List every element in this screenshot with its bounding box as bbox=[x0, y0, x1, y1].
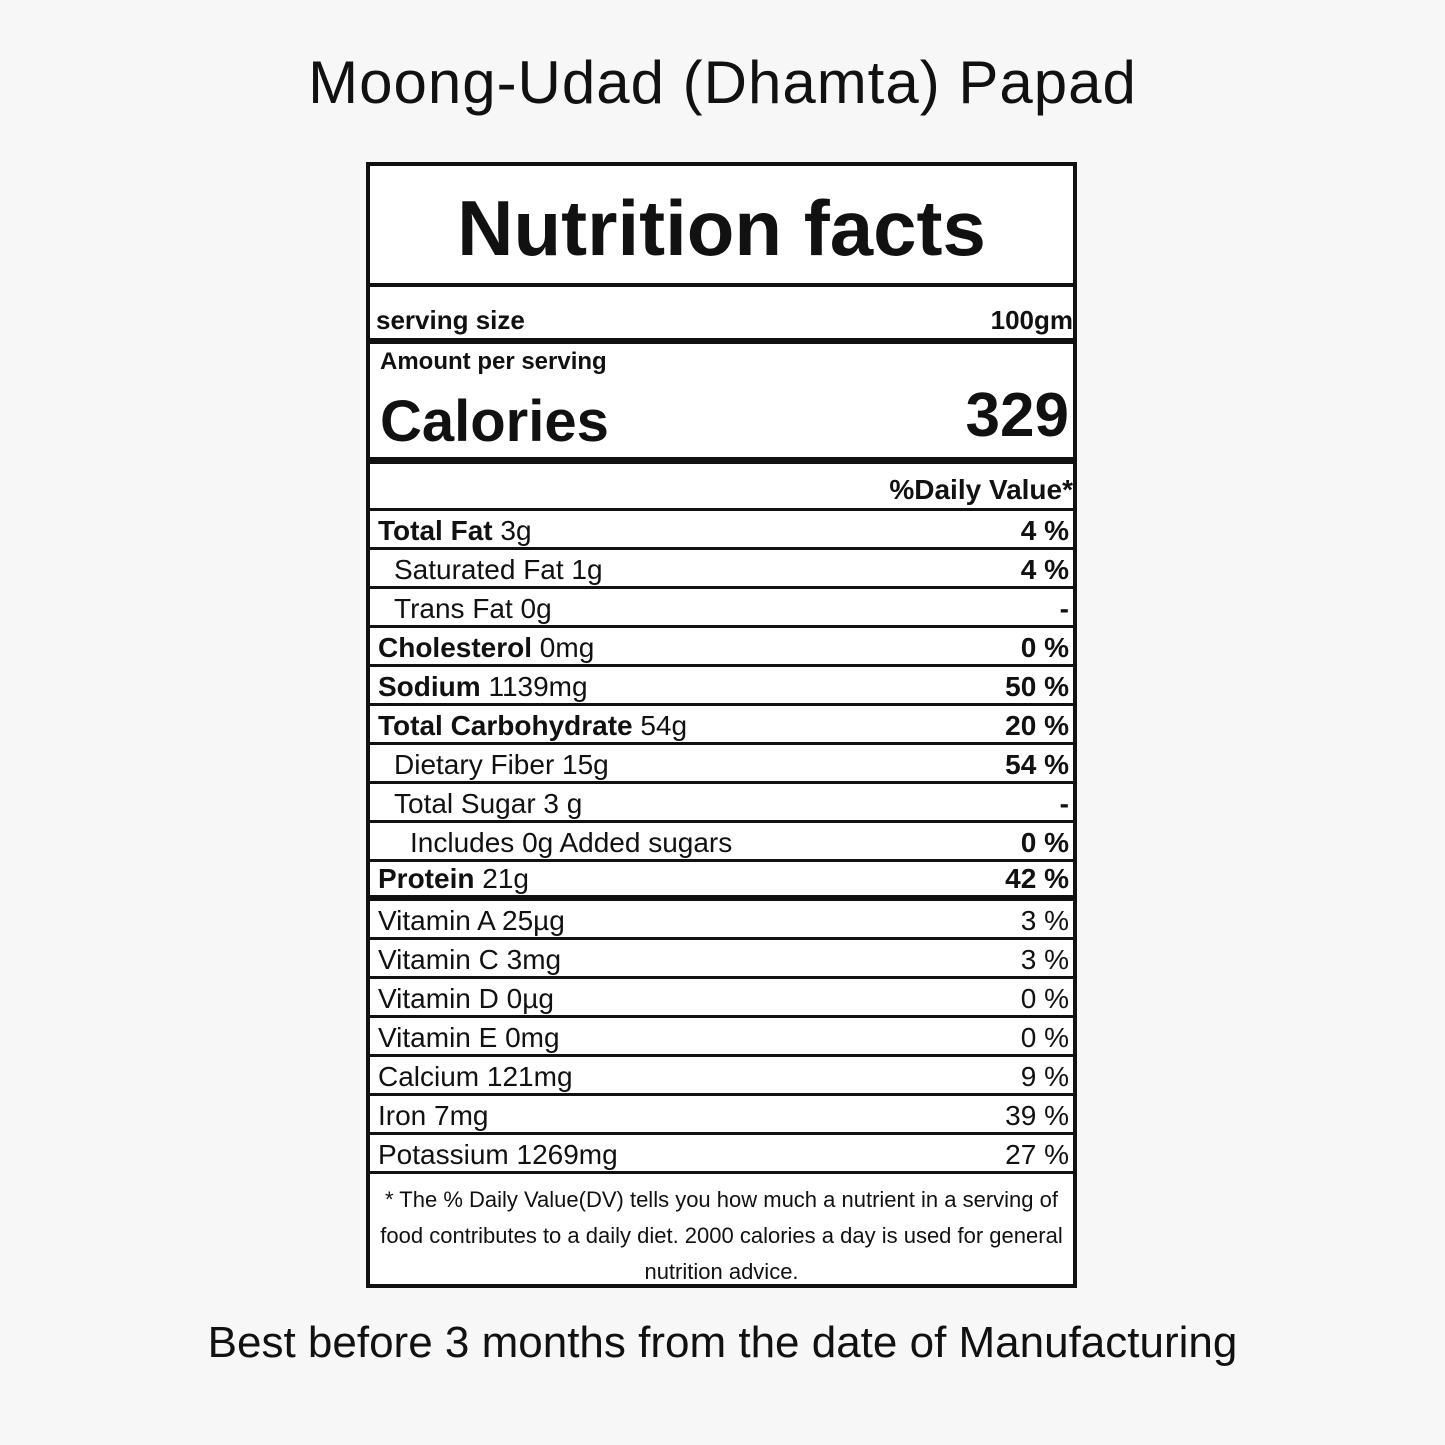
footnote: * The % Daily Value(DV) tells you how mu… bbox=[380, 1187, 1063, 1284]
daily-value-percent: 4 % bbox=[1020, 515, 1069, 546]
nutrient-row: Saturated Fat 1g 4 % bbox=[370, 550, 1073, 589]
daily-value-percent: 4 % bbox=[1020, 554, 1069, 585]
nutrient-amount: Vitamin A 25µg bbox=[378, 905, 565, 936]
nutrient-row: Trans Fat 0g - bbox=[370, 589, 1073, 628]
nutrient-row: Cholesterol 0mg 0 % bbox=[370, 628, 1073, 667]
nutrient-row: Total Carbohydrate 54g 20 % bbox=[370, 706, 1073, 745]
calories-section: Amount per serving Calories 329 bbox=[370, 344, 1073, 464]
nutrient-row: Vitamin A 25µg 3 % bbox=[370, 901, 1073, 940]
nutrient-rows: Total Fat 3g 4 % Saturated Fat 1g 4 % Trans … bbox=[370, 511, 1073, 1174]
daily-value-percent: 54 % bbox=[1005, 749, 1069, 780]
nutrition-facts-label: Nutrition facts serving size 100gm Amoun… bbox=[366, 162, 1077, 1288]
nutrient-row: Total Fat 3g 4 % bbox=[370, 511, 1073, 550]
nutrient-amount: Potassium 1269mg bbox=[378, 1139, 618, 1170]
daily-value-percent: 0 % bbox=[1020, 983, 1069, 1014]
nutrient-row: Dietary Fiber 15g 54 % bbox=[370, 745, 1073, 784]
nutrient-name: Total Fat 3g bbox=[378, 515, 532, 547]
calories-label: Calories bbox=[380, 389, 609, 454]
nutrient-name: Protein 21g bbox=[378, 863, 529, 895]
daily-value-percent: 3 % bbox=[1020, 905, 1069, 936]
daily-value-percent: 50 % bbox=[1005, 671, 1069, 702]
daily-value-percent: 27 % bbox=[1005, 1139, 1069, 1170]
nutrient-name: Total Carbohydrate 54g bbox=[378, 710, 687, 742]
nutrient-amount: Includes 0g Added sugars bbox=[410, 827, 733, 858]
nutrient-name: Vitamin C 3mg bbox=[378, 944, 561, 976]
nutrient-amount: Saturated Fat 1g bbox=[394, 554, 603, 585]
daily-value-header-text: %Daily Value* bbox=[889, 474, 1073, 505]
nutrient-row: Calcium 121mg 9 % bbox=[370, 1057, 1073, 1096]
nutrient-name: Iron 7mg bbox=[378, 1100, 489, 1132]
nutrient-name: Sodium 1139mg bbox=[378, 671, 588, 703]
product-title: Moong-Udad (Dhamta) Papad bbox=[308, 49, 1137, 116]
nutrient-row: Potassium 1269mg 27 % bbox=[370, 1135, 1073, 1174]
nutrient-amount: Total Sugar 3 g bbox=[394, 788, 583, 819]
serving-size-value: 100gm bbox=[990, 305, 1073, 335]
nutrient-name-bold: Total Fat bbox=[378, 515, 493, 546]
nutrient-name: Trans Fat 0g bbox=[378, 593, 552, 625]
nutrient-name-bold: Total Carbohydrate bbox=[378, 710, 633, 741]
nutrient-amount: Calcium 121mg bbox=[378, 1061, 573, 1092]
daily-value-percent: - bbox=[1059, 788, 1069, 819]
nutrient-name: Includes 0g Added sugars bbox=[378, 827, 732, 859]
amount-per-serving: Amount per serving bbox=[380, 348, 607, 375]
serving-size-label: serving size bbox=[376, 305, 525, 335]
nutrient-row: Total Sugar 3 g - bbox=[370, 784, 1073, 823]
nutrient-name-bold: Cholesterol bbox=[378, 632, 533, 663]
nutrient-row: Vitamin E 0mg 0 % bbox=[370, 1018, 1073, 1057]
nutrient-name: Cholesterol 0mg bbox=[378, 632, 594, 664]
serving-size-row: serving size 100gm bbox=[370, 290, 1073, 344]
nutrient-name-bold: Protein bbox=[378, 863, 475, 894]
nutrient-amount: Vitamin E 0mg bbox=[378, 1022, 560, 1053]
nutrient-name: Saturated Fat 1g bbox=[378, 554, 603, 586]
daily-value-percent: - bbox=[1059, 593, 1069, 624]
nutrient-name: Vitamin D 0µg bbox=[378, 983, 554, 1015]
nutrient-amount: Vitamin C 3mg bbox=[378, 944, 562, 975]
nutrient-row: Includes 0g Added sugars 0 % bbox=[370, 823, 1073, 862]
nutrient-row: Sodium 1139mg 50 % bbox=[370, 667, 1073, 706]
nutrient-name: Vitamin A 25µg bbox=[378, 905, 565, 937]
daily-value-percent: 39 % bbox=[1005, 1100, 1069, 1131]
nutrient-name: Total Sugar 3 g bbox=[378, 788, 582, 820]
daily-value-header: %Daily Value* bbox=[370, 464, 1073, 511]
nutrient-amount: 21g bbox=[474, 863, 529, 894]
nutrient-row: Vitamin D 0µg 0 % bbox=[370, 979, 1073, 1018]
nutrient-amount: 1139mg bbox=[480, 671, 588, 702]
nutrient-name: Vitamin E 0mg bbox=[378, 1022, 560, 1054]
daily-value-percent: 42 % bbox=[1005, 863, 1069, 894]
daily-value-percent: 20 % bbox=[1005, 710, 1069, 741]
nutrient-name: Potassium 1269mg bbox=[378, 1139, 618, 1171]
nutrient-row: Protein 21g 42 % bbox=[370, 862, 1073, 901]
nutrient-amount: Vitamin D 0µg bbox=[378, 983, 554, 1014]
nutrient-name: Calcium 121mg bbox=[378, 1061, 573, 1093]
daily-value-percent: 0 % bbox=[1020, 827, 1069, 858]
nutrient-amount: 0mg bbox=[532, 632, 595, 663]
nutrient-row: Iron 7mg 39 % bbox=[370, 1096, 1073, 1135]
daily-value-percent: 0 % bbox=[1020, 632, 1069, 663]
nutrient-amount: Dietary Fiber 15g bbox=[394, 749, 609, 780]
daily-value-percent: 3 % bbox=[1020, 944, 1069, 975]
nutrient-name-bold: Sodium bbox=[378, 671, 481, 702]
calories-value: 329 bbox=[965, 381, 1069, 450]
daily-value-percent: 9 % bbox=[1020, 1061, 1069, 1092]
shelf-life-note: Best before 3 months from the date of Ma… bbox=[207, 1318, 1238, 1367]
nutrition-heading: Nutrition facts bbox=[370, 166, 1073, 287]
nutrient-amount: 3g bbox=[492, 515, 532, 546]
nutrient-amount: Iron 7mg bbox=[378, 1100, 489, 1131]
nutrient-name: Dietary Fiber 15g bbox=[378, 749, 609, 781]
nutrient-amount: Trans Fat 0g bbox=[394, 593, 552, 624]
daily-value-percent: 0 % bbox=[1020, 1022, 1069, 1053]
nutrient-row: Vitamin C 3mg 3 % bbox=[370, 940, 1073, 979]
nutrient-amount: 54g bbox=[632, 710, 688, 741]
